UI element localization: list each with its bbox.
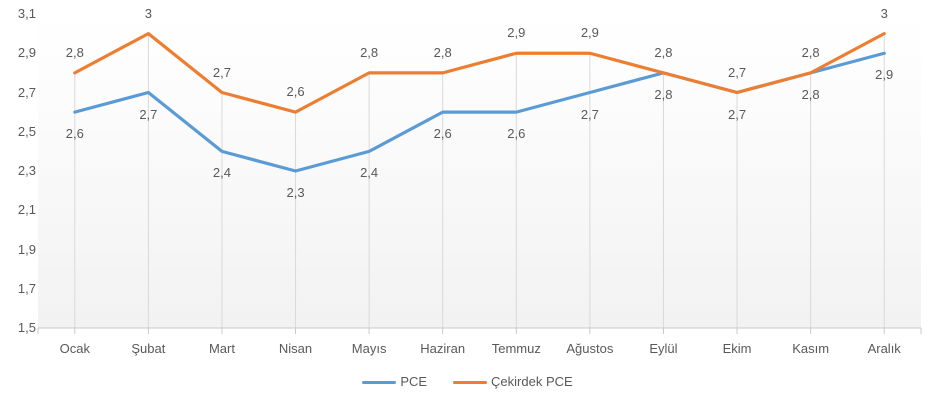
data-label-pce: 2,7 (727, 106, 747, 122)
data-label-pce: 2,3 (286, 185, 305, 200)
data-label-cekirdek-pce: 2,8 (433, 44, 452, 60)
y-axis-label: 1,5 (17, 320, 36, 335)
data-label-pce: 2,7 (139, 106, 158, 122)
y-axis-label: 2,9 (17, 45, 36, 61)
x-axis-label: Eylül (649, 341, 678, 356)
x-axis-label: Temmuz (491, 341, 541, 356)
gridlines-layer (74, 33, 885, 328)
legend-item-pce: PCE (362, 373, 427, 391)
legend-item-cekirdek-pce: Çekirdek PCE (453, 373, 573, 391)
data-label-cekirdek-pce: 2,7 (212, 64, 231, 80)
axis-layer (37, 327, 922, 334)
x-axis-label: Mayıs (351, 341, 387, 356)
plot-area-background (38, 14, 921, 328)
data-label-cekirdek-pce: 2,6 (286, 84, 305, 100)
x-axis-label: Ekim (722, 341, 752, 356)
data-label-cekirdek-pce: 2,9 (580, 25, 599, 41)
data-label-pce: 2,4 (360, 165, 379, 181)
data-label-pce: 2,8 (801, 86, 820, 102)
x-axis-label: Şubat (131, 341, 166, 356)
series-layer (73, 32, 886, 173)
y-axis-label: 2,5 (17, 123, 36, 139)
y-axis-label: 2,7 (17, 84, 36, 100)
y-axis-label: 2,1 (17, 202, 36, 218)
data-label-cekirdek-pce: 2,8 (65, 44, 84, 60)
data-label-pce: 2,9 (875, 67, 894, 83)
x-axis-label: Ağustos (566, 341, 614, 356)
legend-label-cekirdek-pce: Çekirdek PCE (491, 374, 573, 389)
x-axis-label: Ocak (59, 341, 90, 356)
legend-line-swatch-cekirdek-pce (453, 380, 488, 384)
data-label-pce: 2,4 (212, 165, 231, 181)
data-label-pce: 2,6 (507, 126, 526, 142)
chart-legend: PCE Çekirdek PCE (0, 372, 935, 392)
x-axis-label: Kasım (792, 341, 830, 356)
legend-line-swatch-pce (362, 380, 397, 384)
series-line-cekirdek-pce (73, 32, 886, 114)
data-label-pce: 2,7 (580, 106, 599, 122)
data-label-cekirdek-pce: 3 (880, 5, 888, 21)
x-axis-label: Mart (208, 341, 235, 356)
x-axis-label: Haziran (420, 341, 466, 356)
legend-label-pce: PCE (400, 374, 428, 389)
data-label-pce: 2,6 (433, 126, 452, 142)
data-label-pce: 2,6 (65, 126, 84, 142)
plot-area (38, 14, 921, 328)
y-axis-label: 1,7 (17, 280, 36, 296)
data-label-cekirdek-pce: 2,8 (654, 44, 673, 60)
x-axis-label: Nisan (278, 341, 313, 356)
data-label-cekirdek-pce: 2,9 (507, 25, 526, 41)
data-label-pce: 2,8 (654, 86, 673, 102)
y-axis-label: 3,1 (17, 6, 36, 21)
x-axis-label: Aralık (867, 341, 901, 356)
data-label-cekirdek-pce: 2,7 (727, 64, 747, 80)
data-label-cekirdek-pce: 2,8 (360, 44, 379, 60)
data-label-cekirdek-pce: 2,8 (801, 44, 820, 60)
y-axis-label: 1,9 (17, 241, 36, 257)
data-label-cekirdek-pce: 3 (144, 5, 152, 21)
y-axis-label: 2,3 (17, 163, 36, 178)
